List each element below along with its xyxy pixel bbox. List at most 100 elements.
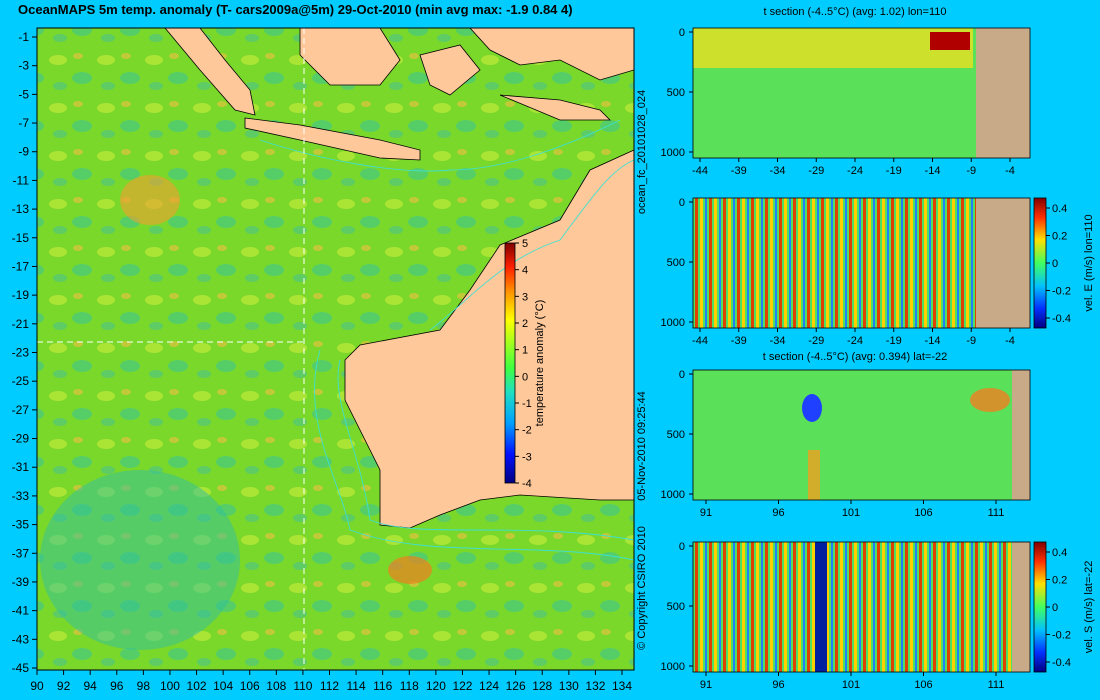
- map-x-tick-label: 98: [137, 679, 151, 693]
- panel-x-tick-label: -39: [731, 165, 747, 177]
- map-colorbar-tick-label: 3: [522, 291, 528, 303]
- map-x-tick-label: 106: [240, 679, 260, 693]
- panel-x-tick-label: 101: [842, 679, 860, 691]
- map-colorbar-tick-label: 4: [522, 265, 528, 277]
- map-colorbar-tick-label: -4: [522, 478, 532, 490]
- map-y-tick-label: -21: [12, 317, 30, 331]
- panel-x-tick-label: -39: [731, 335, 747, 347]
- warm-eddy: [388, 556, 432, 584]
- map-x-tick-label: 118: [400, 679, 419, 693]
- map-y-tick-label: -45: [12, 661, 30, 675]
- map-y-axis: -1 -3 -5 -7 -9 -11 -13 -15 -17 -19 -21 -23 -25 -27 -29…: [12, 30, 37, 675]
- map-colorbar-tick-label: -1: [522, 398, 532, 410]
- panel-y-tick-label: 500: [667, 429, 685, 441]
- panel-4-strong-southward: [815, 542, 827, 672]
- map-y-tick-label: -5: [18, 87, 29, 101]
- map-colorbar-tick-label: 0: [522, 371, 528, 383]
- panel-x-tick-label: -44: [692, 165, 708, 177]
- map-y-tick-label: -35: [12, 518, 30, 532]
- panel-x-tick-label: 91: [700, 507, 712, 519]
- map-x-tick-label: 124: [479, 679, 499, 693]
- map-x-tick-label: 100: [160, 679, 180, 693]
- panel-2-colorbar: [1033, 197, 1047, 329]
- panel-3-frame: [692, 369, 1031, 501]
- map-y-tick-label: -11: [13, 173, 30, 187]
- map-x-tick-label: 134: [612, 679, 632, 693]
- map-y-tick-label: -41: [12, 604, 30, 618]
- panel-1-hot-core: [930, 32, 970, 50]
- panel-4-colorbar: [1033, 541, 1047, 673]
- map-y-tick-label: -13: [12, 202, 30, 216]
- panel-3-land: [1012, 370, 1030, 500]
- warm-anomaly-region: [120, 175, 180, 225]
- panel-x-tick-label: -19: [886, 335, 902, 347]
- map-x-tick-label: 108: [266, 679, 286, 693]
- panel-x-tick-label: -19: [886, 165, 902, 177]
- map-x-tick-label: 110: [293, 679, 312, 693]
- panel-x-tick-label: -14: [925, 165, 941, 177]
- map-y-tick-label: -29: [12, 432, 30, 446]
- map-colorbar-ticks: 5 4 3 2 1 0 -1 -2 -3 -4: [515, 238, 532, 490]
- map-x-tick-label: 126: [506, 679, 526, 693]
- map-y-tick-label: -25: [12, 374, 30, 388]
- panel-x-tick-label: 91: [700, 679, 712, 691]
- map-x-tick-label: 130: [559, 679, 579, 693]
- panel-vel-e: 0.4 0.2 0 -0.2 -0.4 vel. E (m/s) lon=110: [692, 197, 1095, 329]
- map-x-tick-label: 128: [532, 679, 552, 693]
- map-y-tick-label: -43: [12, 632, 30, 646]
- panel-3-field: [693, 370, 1030, 500]
- map-colorbar-tick-label: -3: [522, 451, 532, 463]
- panel-x-tick-label: -14: [925, 335, 941, 347]
- map-y-tick-label: -17: [12, 259, 30, 273]
- map-x-axis: 90 92 94 96 98 100 102 104 106 108 110 112 114 116 118…: [30, 670, 632, 693]
- panel-4-colorbar-ticks: 0.4 0.2 0 -0.2 -0.4: [1046, 547, 1071, 669]
- panel-t-section-lon: t section (-4..5°C) (avg: 1.02) lon=110: [692, 6, 1031, 159]
- panel-x-tick-label: -34: [770, 335, 786, 347]
- panel-1-frame: [692, 27, 1031, 159]
- map-y-tick-label: -9: [18, 145, 29, 159]
- map-y-tick-label: -27: [12, 403, 30, 417]
- panel-x-tick-label: -9: [966, 335, 976, 347]
- panel-y-tick-label: 1000: [661, 147, 685, 159]
- run-id-label: ocean_fc_20101028_024: [636, 90, 648, 214]
- map-x-tick-label: 116: [373, 679, 392, 693]
- panel-y-tick-label: 1000: [661, 661, 685, 673]
- map-area: [36, 27, 635, 671]
- map-y-tick-label: -39: [12, 575, 30, 589]
- panel-x-tick-label: -24: [847, 335, 863, 347]
- panel-y-tick-label: 500: [667, 87, 685, 99]
- map-x-tick-label: 122: [452, 679, 472, 693]
- panel-4-colorbar-label: vel. S (m/s) lat=-22: [1083, 561, 1095, 654]
- map-y-tick-label: -37: [12, 546, 30, 560]
- panel-y-tick-label: 1000: [661, 489, 685, 501]
- panel-x-tick-label: 96: [772, 507, 784, 519]
- panel-1-warm-surface: [693, 28, 973, 68]
- map-y-tick-label: -23: [12, 346, 30, 360]
- map-x-tick-label: 92: [57, 679, 71, 693]
- panel-x-tick-label: 111: [988, 507, 1005, 519]
- panel-y-tick-label: 0: [679, 27, 685, 39]
- panel-x-tick-label: 96: [772, 679, 784, 691]
- panel-y-tick-label: 0: [679, 197, 685, 209]
- panel-2-field: [693, 198, 1030, 328]
- panel-y-tick-label: 1000: [661, 317, 685, 329]
- velocity-colorbar-tick-label: -0.2: [1052, 630, 1071, 642]
- map-colorbar-tick-label: 2: [522, 318, 528, 330]
- panel-4-land: [1012, 542, 1030, 672]
- panel-2-colorbar-ticks: 0.4 0.2 0 -0.2 -0.4: [1046, 203, 1071, 325]
- panel-y-tick-label: 500: [667, 601, 685, 613]
- map-y-tick-label: -31: [12, 460, 30, 474]
- panel-axes: 0 500 1000 -44 -39 -34 -29 -24 -19 -14 -9 -4 0 500 100…: [661, 27, 1015, 691]
- panel-vel-s: 0.4 0.2 0 -0.2 -0.4 vel. S (m/s) lat=-22: [692, 541, 1095, 673]
- velocity-colorbar-tick-label: 0.4: [1052, 547, 1067, 559]
- velocity-colorbar-tick-label: -0.2: [1052, 286, 1071, 298]
- map-x-tick-label: 120: [426, 679, 446, 693]
- map-x-tick-label: 96: [110, 679, 124, 693]
- map-colorbar-tick-label: 1: [522, 345, 528, 357]
- panel-x-tick-label: 101: [842, 507, 860, 519]
- panel-2-land: [976, 198, 1030, 328]
- map-x-tick-label: 114: [347, 679, 366, 693]
- panel-x-tick-label: -29: [808, 165, 824, 177]
- panel-t-section-lat: t section (-4..5°C) (avg: 0.394) lat=-22: [692, 351, 1031, 501]
